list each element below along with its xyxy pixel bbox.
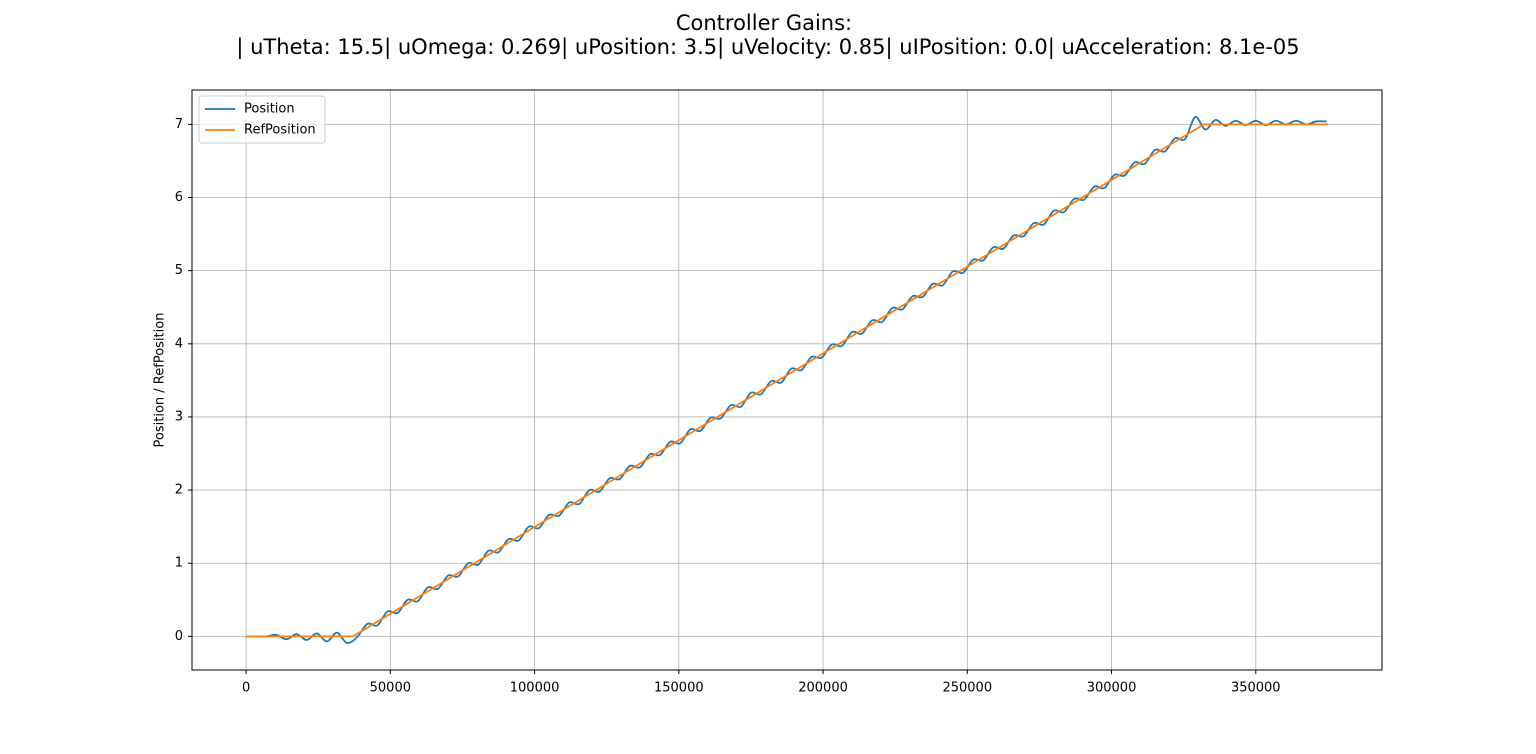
y-tick-label: 7 — [175, 117, 183, 132]
y-axis-label: Position / RefPosition — [153, 313, 168, 448]
plot-frame — [191, 89, 1383, 671]
x-tick-label: 100000 — [510, 681, 560, 696]
chart-title: Controller Gains: — [676, 11, 852, 35]
x-tick-label: 150000 — [654, 681, 704, 696]
legend: Position RefPosition — [198, 95, 326, 144]
y-tick-label: 6 — [175, 190, 183, 205]
y-tick-label: 5 — [175, 263, 183, 278]
y-tick-label: 4 — [175, 336, 183, 351]
x-tick-label: 250000 — [942, 681, 992, 696]
legend-box — [198, 95, 326, 144]
x-tick-label: 350000 — [1231, 681, 1281, 696]
y-tick-label: 0 — [175, 629, 183, 644]
y-tick-label: 2 — [175, 483, 183, 498]
chart-subtitle: | uTheta: 15.5| uOmega: 0.269| uPosition… — [236, 35, 1299, 60]
series-line — [246, 123, 1328, 638]
legend-label: RefPosition — [244, 123, 316, 138]
x-tick-label: 50000 — [370, 681, 411, 696]
x-tick-label: 200000 — [798, 681, 848, 696]
x-tick-label: 0 — [242, 681, 250, 696]
plot-lines — [246, 116, 1328, 644]
grid — [192, 90, 1382, 670]
y-tick-label: 1 — [175, 556, 183, 571]
y-tick-label: 3 — [175, 409, 183, 424]
x-tick-label: 300000 — [1087, 681, 1137, 696]
legend-label: Position — [244, 102, 295, 117]
